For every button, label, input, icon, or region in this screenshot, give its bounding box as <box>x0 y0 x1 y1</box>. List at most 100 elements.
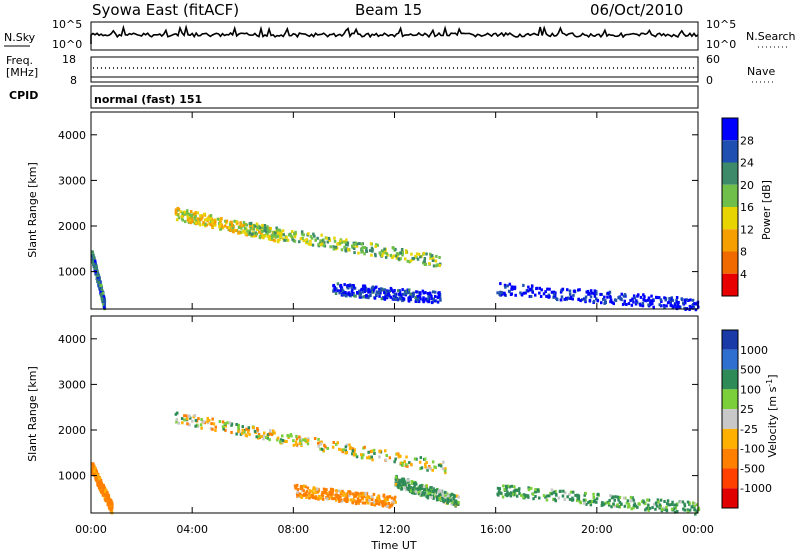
heatmap-cell <box>407 298 410 302</box>
heatmap-cell <box>234 229 238 232</box>
heatmap-cell <box>428 489 432 493</box>
heatmap-cell <box>219 227 223 231</box>
heatmap-cell <box>669 303 672 307</box>
heatmap-cell <box>595 297 598 301</box>
heatmap-cell <box>109 506 112 510</box>
heatmap-cell <box>606 291 610 295</box>
heatmap-cell <box>582 498 586 502</box>
heatmap-cell <box>430 254 434 257</box>
heatmap-cell <box>614 495 617 499</box>
heatmap-cell <box>568 292 572 296</box>
heatmap-cell <box>191 220 194 224</box>
freq-panel: Freq. [MHz] 18 8 60 0 Nave <box>6 53 775 87</box>
heatmap-cell <box>496 291 499 295</box>
heatmap-cell <box>499 290 502 294</box>
heatmap-cell <box>341 489 344 493</box>
heatmap-cell <box>333 288 337 292</box>
heatmap-cell <box>378 502 381 506</box>
heatmap-cell <box>415 457 418 461</box>
colorbar-swatch <box>722 488 738 508</box>
heatmap-cell <box>627 302 631 306</box>
heatmap-cell <box>355 244 359 248</box>
colorbar-tick-label: 28 <box>740 134 754 147</box>
heatmap-cell <box>262 226 265 230</box>
heatmap-cell <box>565 296 568 300</box>
heatmap-cell <box>399 257 402 261</box>
heatmap-cell <box>529 295 533 298</box>
heatmap-cell <box>212 422 216 426</box>
heatmap-cell <box>100 490 103 494</box>
heatmap-cell <box>427 466 430 470</box>
heatmap-cell <box>527 486 530 490</box>
heatmap-cell <box>552 497 555 501</box>
heatmap-cell <box>618 500 622 504</box>
heatmap-cell <box>572 293 575 297</box>
heatmap-cell <box>428 262 431 266</box>
heatmap-cell <box>612 502 615 506</box>
heatmap-cell <box>576 499 579 502</box>
colorbar-swatch <box>722 389 738 410</box>
heatmap-cell <box>203 212 206 216</box>
heatmap-cell <box>317 444 320 448</box>
heatmap-cell <box>648 506 652 510</box>
heatmap-cell <box>412 491 415 495</box>
heatmap-cell <box>394 254 398 258</box>
heatmap-cell <box>307 242 311 246</box>
heatmap-cell <box>588 500 592 503</box>
heatmap-cell <box>651 302 654 306</box>
heatmap-cell <box>267 234 270 238</box>
heatmap-cell <box>593 292 596 296</box>
heatmap-cell <box>381 249 385 253</box>
heatmap-cell <box>430 495 433 499</box>
heatmap-cell <box>626 499 630 503</box>
freq-tick-top: 18 <box>62 53 76 66</box>
heatmap-cell <box>321 239 324 243</box>
heatmap-cell <box>384 294 387 298</box>
heatmap-cell <box>413 486 416 489</box>
heatmap-cell <box>390 503 394 507</box>
heatmap-cell <box>337 489 341 493</box>
heatmap-cell <box>361 290 365 294</box>
heatmap-cell <box>524 291 527 295</box>
heatmap-cell <box>220 217 223 221</box>
heatmap-cell <box>289 233 292 237</box>
heatmap-cell <box>442 460 445 464</box>
heatmap-cell <box>548 287 551 291</box>
heatmap-cell <box>407 288 411 292</box>
heatmap-cell <box>408 461 411 465</box>
heatmap-cell <box>627 502 631 506</box>
heatmap-cell <box>91 250 94 254</box>
heatmap-cell <box>408 484 411 487</box>
heatmap-cell <box>334 245 338 249</box>
heatmap-cell <box>441 491 444 495</box>
heatmap-cell <box>671 298 675 302</box>
heatmap-cell <box>206 419 209 423</box>
heatmap-cell <box>647 296 651 300</box>
heatmap-cell <box>276 436 280 440</box>
heatmap-cell <box>508 485 511 489</box>
heatmap-cell <box>255 232 258 236</box>
heatmap-cell <box>437 463 441 467</box>
heatmap-cell <box>443 498 446 502</box>
cpid-panel: CPID normal (fast) 151 <box>9 85 699 109</box>
heatmap-cell <box>392 290 395 294</box>
heatmap-cell <box>207 419 211 422</box>
heatmap-cell <box>401 483 404 487</box>
xtick-label: 04:00 <box>176 523 208 536</box>
heatmap-cell <box>340 240 344 244</box>
heatmap-cell <box>430 486 433 489</box>
heatmap-cell <box>370 495 374 499</box>
colorbar-tick-label: -25 <box>740 423 758 436</box>
heatmap-cell <box>569 297 572 300</box>
heatmap-cell <box>361 501 365 505</box>
heatmap-cell <box>100 297 104 301</box>
heatmap-cell <box>290 434 293 438</box>
heatmap-cell <box>385 496 388 500</box>
heatmap-cell <box>679 500 682 504</box>
heatmap-cell <box>423 488 427 491</box>
heatmap-cell <box>397 289 400 293</box>
heatmap-cell <box>444 471 447 475</box>
heatmap-cell <box>333 497 336 501</box>
heatmap-cell <box>421 289 425 293</box>
heatmap-cell <box>316 487 319 491</box>
